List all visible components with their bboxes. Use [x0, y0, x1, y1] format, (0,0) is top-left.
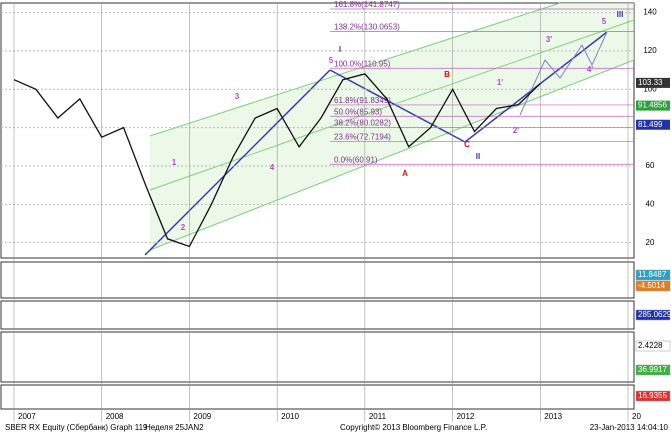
y-tick-label: 60	[646, 161, 655, 170]
panel-label: 16.9355	[638, 391, 667, 400]
channel-line	[149, 2, 561, 137]
x-tick-label: 2013	[544, 412, 562, 421]
wave-label: 2'	[513, 126, 519, 135]
wave-label: C	[464, 140, 470, 149]
macd-panel	[0, 261, 635, 299]
x-tick-label: 2010	[281, 412, 299, 421]
volume-panel	[0, 300, 635, 330]
projection-line	[519, 31, 608, 116]
wave-label: III	[617, 10, 624, 19]
fib-label: 138.2%(130.0653)	[334, 23, 400, 32]
x-tick-label: 20	[632, 412, 641, 421]
fib-label: 100.0%(110.95)	[334, 59, 391, 68]
footer-copyright: Copyright© 2013 Bloomberg Finance L.P.	[340, 423, 487, 432]
price-label: 103.33	[638, 78, 663, 87]
panel-label: -4.5014	[638, 281, 666, 290]
dmi-panel	[0, 384, 635, 410]
y-tick-label: 40	[646, 199, 655, 208]
y-tick-label: 100	[643, 84, 657, 93]
fib-label: 161.8%(141.8747)	[334, 0, 400, 9]
price-label: 81.499	[638, 120, 663, 129]
panel-label-box	[635, 364, 671, 376]
wave-label: B	[444, 70, 450, 79]
price-label-box	[636, 100, 670, 111]
wave-line	[329, 69, 466, 143]
wave-label: A	[402, 169, 408, 178]
trend-channel	[150, 3, 634, 250]
x-tick-label: 2009	[193, 412, 211, 421]
fib-label: 23.6%(72.7194)	[334, 133, 391, 142]
fib-label: 61.8%(91.8349)	[334, 96, 391, 105]
y-tick-label: 20	[646, 238, 655, 247]
wave-label: 1'	[497, 78, 503, 87]
y-tick-label: 140	[643, 8, 657, 17]
fib-label: 38.2%(80.0282)	[334, 119, 391, 128]
price-line	[13, 73, 541, 248]
y-tick-label: 120	[643, 46, 657, 55]
x-tick-label: 2007	[18, 412, 36, 421]
x-tick-label: 2012	[457, 412, 475, 421]
price-label-box	[636, 77, 670, 88]
panel-label-box	[635, 309, 671, 321]
wave-label: 3'	[546, 35, 552, 44]
wave-line	[144, 69, 331, 256]
fib-label: 50.0%(85.93)	[334, 107, 382, 116]
price-label: 91.4856	[638, 101, 667, 110]
fib-label: 0.0%(60.91)	[334, 155, 378, 164]
footer-period: Неделя 25JAN2	[145, 423, 204, 432]
oscillator-panel	[0, 331, 635, 383]
footer-timestamp: 23-Jan-2013 14:04:10	[590, 423, 669, 432]
panel-label: 36.9917	[638, 365, 667, 374]
x-tick-label: 2008	[106, 412, 124, 421]
footer-ticker: SBER RX Equity (Сбербанк) Graph 119	[5, 423, 148, 432]
wave-label: 5	[329, 56, 334, 65]
wave-label: II	[476, 152, 480, 161]
panel-label-box	[635, 340, 671, 352]
wave-label: 1	[172, 158, 177, 167]
panel-label-box	[635, 390, 671, 402]
wave-label: 3	[235, 92, 240, 101]
wave-label: 4	[270, 163, 275, 172]
channel-line	[149, 59, 635, 251]
wave-label: I	[339, 45, 341, 54]
panel-label-box	[635, 269, 671, 281]
panel-label: 285.0629	[638, 310, 671, 319]
panel-label-box	[635, 280, 671, 292]
wave-label: 5	[602, 17, 607, 26]
wave-label: 2	[181, 223, 186, 232]
panel-label: 2.4228	[638, 341, 663, 350]
panel-label: 11.8487	[638, 270, 667, 279]
wave-label: 4'	[587, 65, 593, 74]
price-label-box	[636, 119, 670, 130]
x-tick-label: 2011	[369, 412, 387, 421]
